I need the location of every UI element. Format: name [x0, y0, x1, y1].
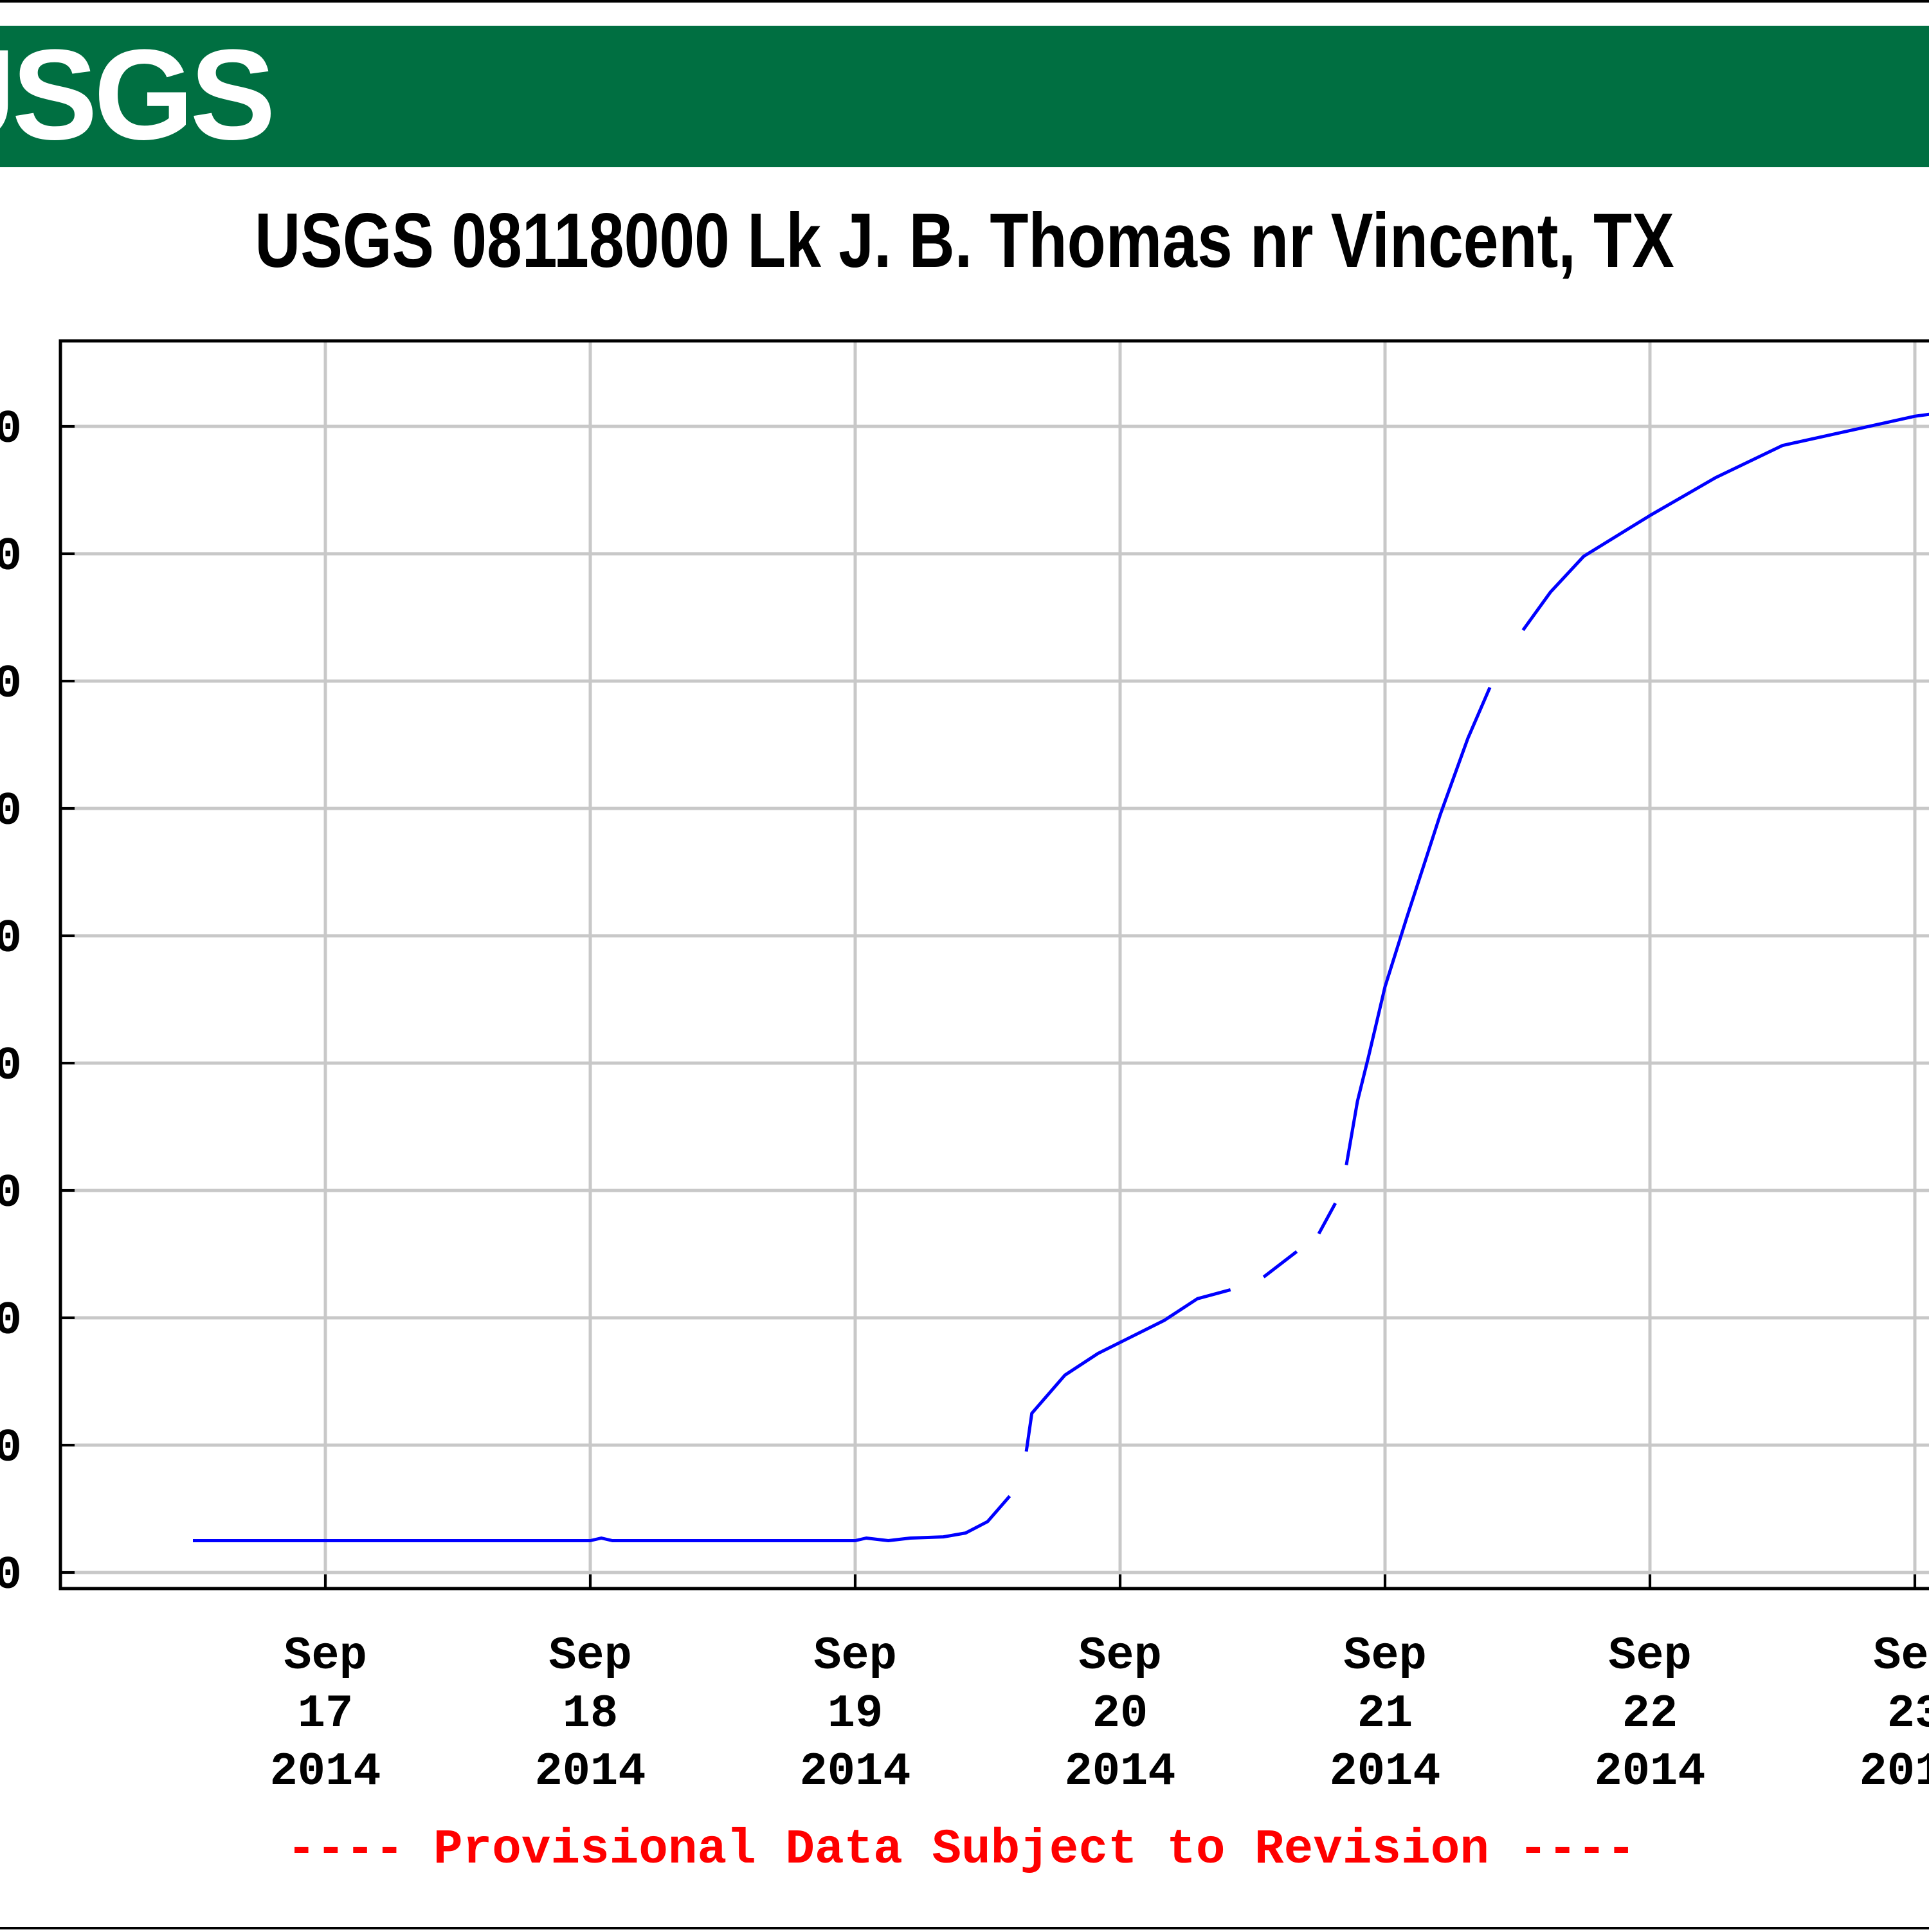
- series-line-segment: [1521, 412, 1929, 632]
- series-line-segment: [1345, 686, 1492, 1165]
- plot-border: [59, 339, 1929, 1590]
- y-tick-label: 0: [0, 1549, 22, 1602]
- x-tick-label: Sep 20 2014: [1065, 1630, 1176, 1798]
- y-tick-label: 0: [0, 658, 22, 711]
- series-line-segment: [1317, 1202, 1337, 1235]
- usgs-banner: USGS: [0, 26, 1929, 167]
- y-tick-label: 0: [0, 1040, 22, 1093]
- y-tick-label: 0: [0, 785, 22, 838]
- y-tick-label: 0: [0, 531, 22, 583]
- gage-height-series: [193, 412, 1929, 1542]
- series-line-segment: [1024, 1288, 1231, 1452]
- chart-title: USGS 08118000 Lk J. B. Thomas nr Vincent…: [255, 197, 1674, 284]
- y-axis: 0 0 0 0 0 0 0 0 0 0: [0, 403, 75, 1602]
- usgs-logo: USGS: [0, 26, 276, 167]
- x-axis: Sep 17 2014 Sep 18 2014 Sep 19 2014 Sep 20 2014 Sep 2…: [270, 1574, 1929, 1798]
- series-line-segment: [1262, 1250, 1298, 1279]
- series-line-segment: [193, 1495, 1011, 1542]
- provisional-data-note: ---- Provisional Data Subject to Revisio…: [287, 1822, 1636, 1877]
- x-tick-label: Sep 22 2014: [1595, 1630, 1706, 1798]
- x-tick-label: Sep232014: [1860, 1630, 1929, 1798]
- x-tick-label: Sep 18 2014: [535, 1630, 646, 1798]
- x-tick-label: Sep 21 2014: [1330, 1630, 1441, 1798]
- y-tick-label: 0: [0, 1295, 22, 1347]
- y-tick-label: 0: [0, 913, 22, 965]
- y-tick-label: 0: [0, 1167, 22, 1220]
- y-tick-label: 0: [0, 403, 22, 456]
- y-tick-label: 0: [0, 1422, 22, 1475]
- grid-lines: [60, 341, 1929, 1589]
- x-tick-label: Sep 17 2014: [270, 1630, 381, 1798]
- x-tick-label: Sep 19 2014: [800, 1630, 911, 1798]
